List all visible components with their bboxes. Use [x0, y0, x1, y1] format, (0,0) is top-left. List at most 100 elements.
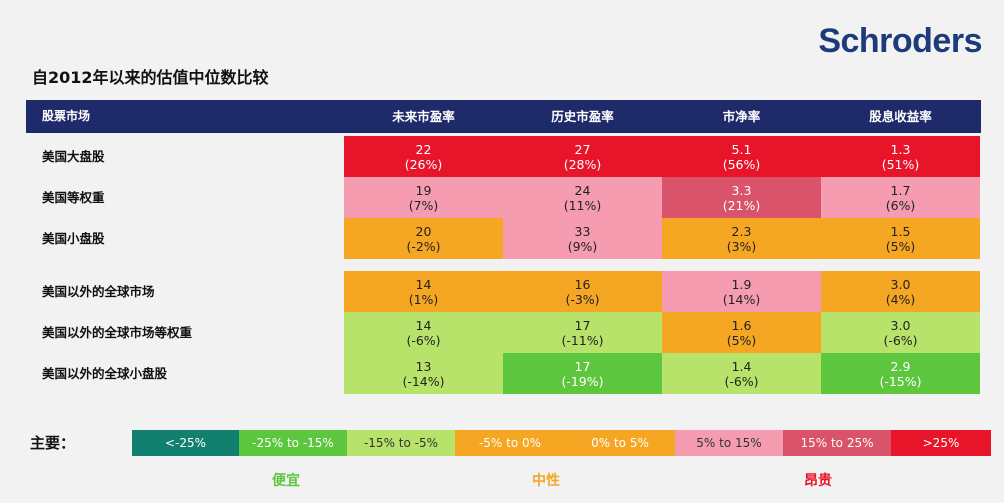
cell-value: 24 [574, 182, 591, 198]
cell-percent: (9%) [567, 238, 598, 254]
cell-percent: (5%) [885, 238, 916, 254]
legend-swatch: 5% to 15% [675, 430, 783, 456]
cell-percent: (21%) [722, 197, 761, 213]
row-market-name: 美国以外的全球市场 [42, 284, 155, 299]
value-cell: 2.9 (-15%) [821, 353, 980, 394]
cell-percent: (-6%) [724, 373, 759, 389]
cell-percent: (26%) [404, 156, 443, 172]
value-cell: 3.0 (-6%) [821, 312, 980, 353]
value-cell: 14 (-6%) [344, 312, 503, 353]
cell-percent: (3%) [726, 238, 757, 254]
row-market-name: 美国以外的全球市场等权重 [42, 325, 193, 340]
value-cell: 1.4 (-6%) [662, 353, 821, 394]
cell-value: 16 [574, 276, 591, 292]
cell-value: 1.7 [890, 182, 911, 198]
cell-percent: (14%) [722, 291, 761, 307]
row-market-name: 美国小盘股 [42, 231, 105, 246]
cell-value: 2.3 [731, 223, 752, 239]
legend-swatch: >25% [891, 430, 991, 456]
schroders-logo: Schroders [818, 22, 982, 60]
legend-swatch: -25% to -15% [239, 430, 347, 456]
legend-swatch: -5% to 0% [455, 430, 565, 456]
value-cell: 24 (11%) [503, 177, 662, 218]
cell-value: 1.3 [890, 141, 911, 157]
us-markets-group: 美国大盘股 22 (26%) 27 (28%) 5.1 (56%) 1.3 (51%) 美国等权重… [26, 133, 981, 259]
value-cell: 17 (-11%) [503, 312, 662, 353]
cell-value: 3.3 [731, 182, 752, 198]
value-cell: 1.7 (6%) [821, 177, 980, 218]
cell-value: 1.4 [731, 358, 752, 374]
cell-value: 19 [415, 182, 432, 198]
table-row: 美国以外的全球市场 14 (1%) 16 (-3%) 1.9 (14%) 3.0 (4%) [26, 271, 981, 312]
header-trailing-pe: 历史市盈率 [551, 109, 614, 124]
cell-percent: (-6%) [406, 332, 441, 348]
cell-value: 1.9 [731, 276, 752, 292]
category-expensive: 昂贵 [804, 473, 832, 489]
cell-value: 14 [415, 317, 432, 333]
value-cell: 2.3 (3%) [662, 218, 821, 259]
cell-value: 1.5 [890, 223, 911, 239]
cell-percent: (11%) [563, 197, 602, 213]
value-cell: 1.3 (51%) [821, 136, 980, 177]
header-forward-pe: 未来市盈率 [392, 109, 455, 124]
cell-value: 5.1 [731, 141, 752, 157]
table-row: 美国以外的全球市场等权重 14 (-6%) 17 (-11%) 1.6 (5%) 3.0 (-6… [26, 312, 981, 353]
legend: 主要： <-25% -25% to -15% -15% to -5% -5% to 0… [30, 430, 991, 456]
value-cell: 27 (28%) [503, 136, 662, 177]
cell-percent: (7%) [408, 197, 439, 213]
cell-value: 3.0 [890, 276, 911, 292]
cell-percent: (-19%) [561, 373, 604, 389]
cell-value: 33 [574, 223, 591, 239]
value-cell: 14 (1%) [344, 271, 503, 312]
legend-swatch: <-25% [132, 430, 239, 456]
cell-percent: (6%) [885, 197, 916, 213]
header-pb: 市净率 [722, 109, 761, 124]
value-cell: 19 (7%) [344, 177, 503, 218]
value-cell: 1.5 (5%) [821, 218, 980, 259]
value-cell: 33 (9%) [503, 218, 662, 259]
cell-percent: (-14%) [402, 373, 445, 389]
cell-value: 2.9 [890, 358, 911, 374]
cell-percent: (1%) [408, 291, 439, 307]
legend-swatch: -15% to -5% [347, 430, 455, 456]
cell-percent: (28%) [563, 156, 602, 172]
header-market: 股票市场 [42, 109, 91, 123]
value-cell: 1.6 (5%) [662, 312, 821, 353]
value-cell: 5.1 (56%) [662, 136, 821, 177]
legend-swatch: 0% to 5% [565, 430, 675, 456]
page-title: 自2012年以来的估值中位数比较 [32, 68, 269, 87]
value-cell: 17 (-19%) [503, 353, 662, 394]
row-market-name: 美国等权重 [42, 190, 105, 205]
cell-value: 13 [415, 358, 432, 374]
cell-value: 1.6 [731, 317, 752, 333]
cell-percent: (5%) [726, 332, 757, 348]
cell-percent: (4%) [885, 291, 916, 307]
table-row: 美国等权重 19 (7%) 24 (11%) 3.3 (21%) 1.7 (6%) [26, 177, 981, 218]
value-cell: 1.9 (14%) [662, 271, 821, 312]
value-cell: 22 (26%) [344, 136, 503, 177]
cell-percent: (56%) [722, 156, 761, 172]
value-cell: 3.3 (21%) [662, 177, 821, 218]
header-dividend-yield: 股息收益率 [869, 109, 932, 124]
legend-label: 主要： [30, 434, 76, 452]
cell-percent: (-15%) [879, 373, 922, 389]
cell-value: 20 [415, 223, 432, 239]
category-cheap: 便宜 [272, 473, 300, 489]
cell-value: 14 [415, 276, 432, 292]
legend-swatch: 15% to 25% [783, 430, 891, 456]
cell-percent: (-3%) [565, 291, 600, 307]
cell-value: 22 [415, 141, 432, 157]
row-market-name: 美国以外的全球小盘股 [42, 366, 168, 381]
cell-value: 17 [574, 358, 591, 374]
value-cell: 3.0 (4%) [821, 271, 980, 312]
value-cell: 13 (-14%) [344, 353, 503, 394]
category-neutral: 中性 [532, 473, 560, 489]
legend-bar: <-25% -25% to -15% -15% to -5% -5% to 0% 0% … [132, 430, 991, 456]
value-cell: 20 (-2%) [344, 218, 503, 259]
non-us-markets-group: 美国以外的全球市场 14 (1%) 16 (-3%) 1.9 (14%) 3.0 (4%) 美国以… [26, 271, 981, 394]
table-row: 美国以外的全球小盘股 13 (-14%) 17 (-19%) 1.4 (-6%) 2.9 (-1… [26, 353, 981, 394]
cell-percent: (51%) [881, 156, 920, 172]
valuation-table: 股票市场 未来市盈率 历史市盈率 市净率 股息收益率 美国大盘股 22 (26%) 2… [26, 100, 981, 394]
cell-percent: (-2%) [406, 238, 441, 254]
cell-percent: (-6%) [883, 332, 918, 348]
